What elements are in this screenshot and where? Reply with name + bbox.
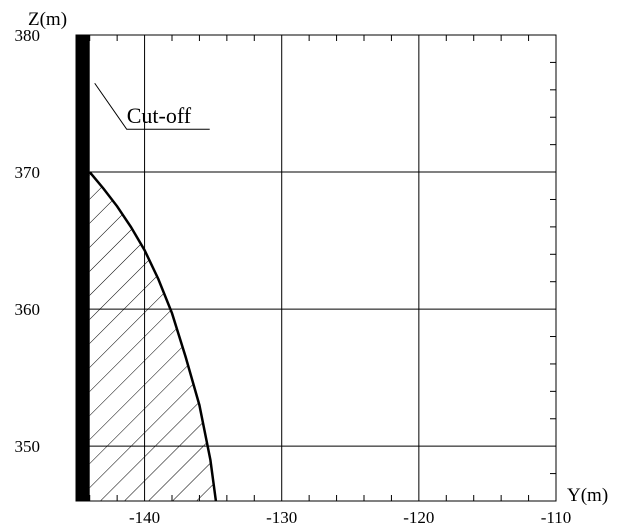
y-tick-label-1: 360: [15, 300, 41, 319]
series-line: [88, 171, 218, 501]
y-tick-label-3: 380: [15, 26, 41, 45]
x-tick-label-3: -110: [541, 508, 572, 527]
hatch-area-group: [89, 172, 216, 501]
x-tick-label-1: -130: [266, 508, 297, 527]
y-tick-labels: 350 360 370 380: [15, 26, 41, 456]
x-tick-label-2: -120: [403, 508, 434, 527]
x-tick-label-0: -140: [129, 508, 160, 527]
curve-group: [88, 171, 218, 501]
annotation-leader: [94, 82, 210, 130]
hatched-soil-area: [89, 172, 216, 501]
annotation-cutoff-label: Cut-off: [127, 103, 192, 128]
y-tick-label-2: 370: [15, 163, 41, 182]
grid-lines: [76, 35, 556, 501]
y-axis-title: Z(m): [28, 9, 67, 30]
x-tick-labels: -140 -130 -120 -110: [129, 508, 571, 527]
y-tick-label-0: 350: [15, 437, 41, 456]
x-axis-title: Y(m): [567, 485, 608, 506]
cutoff-wall: [76, 35, 90, 501]
